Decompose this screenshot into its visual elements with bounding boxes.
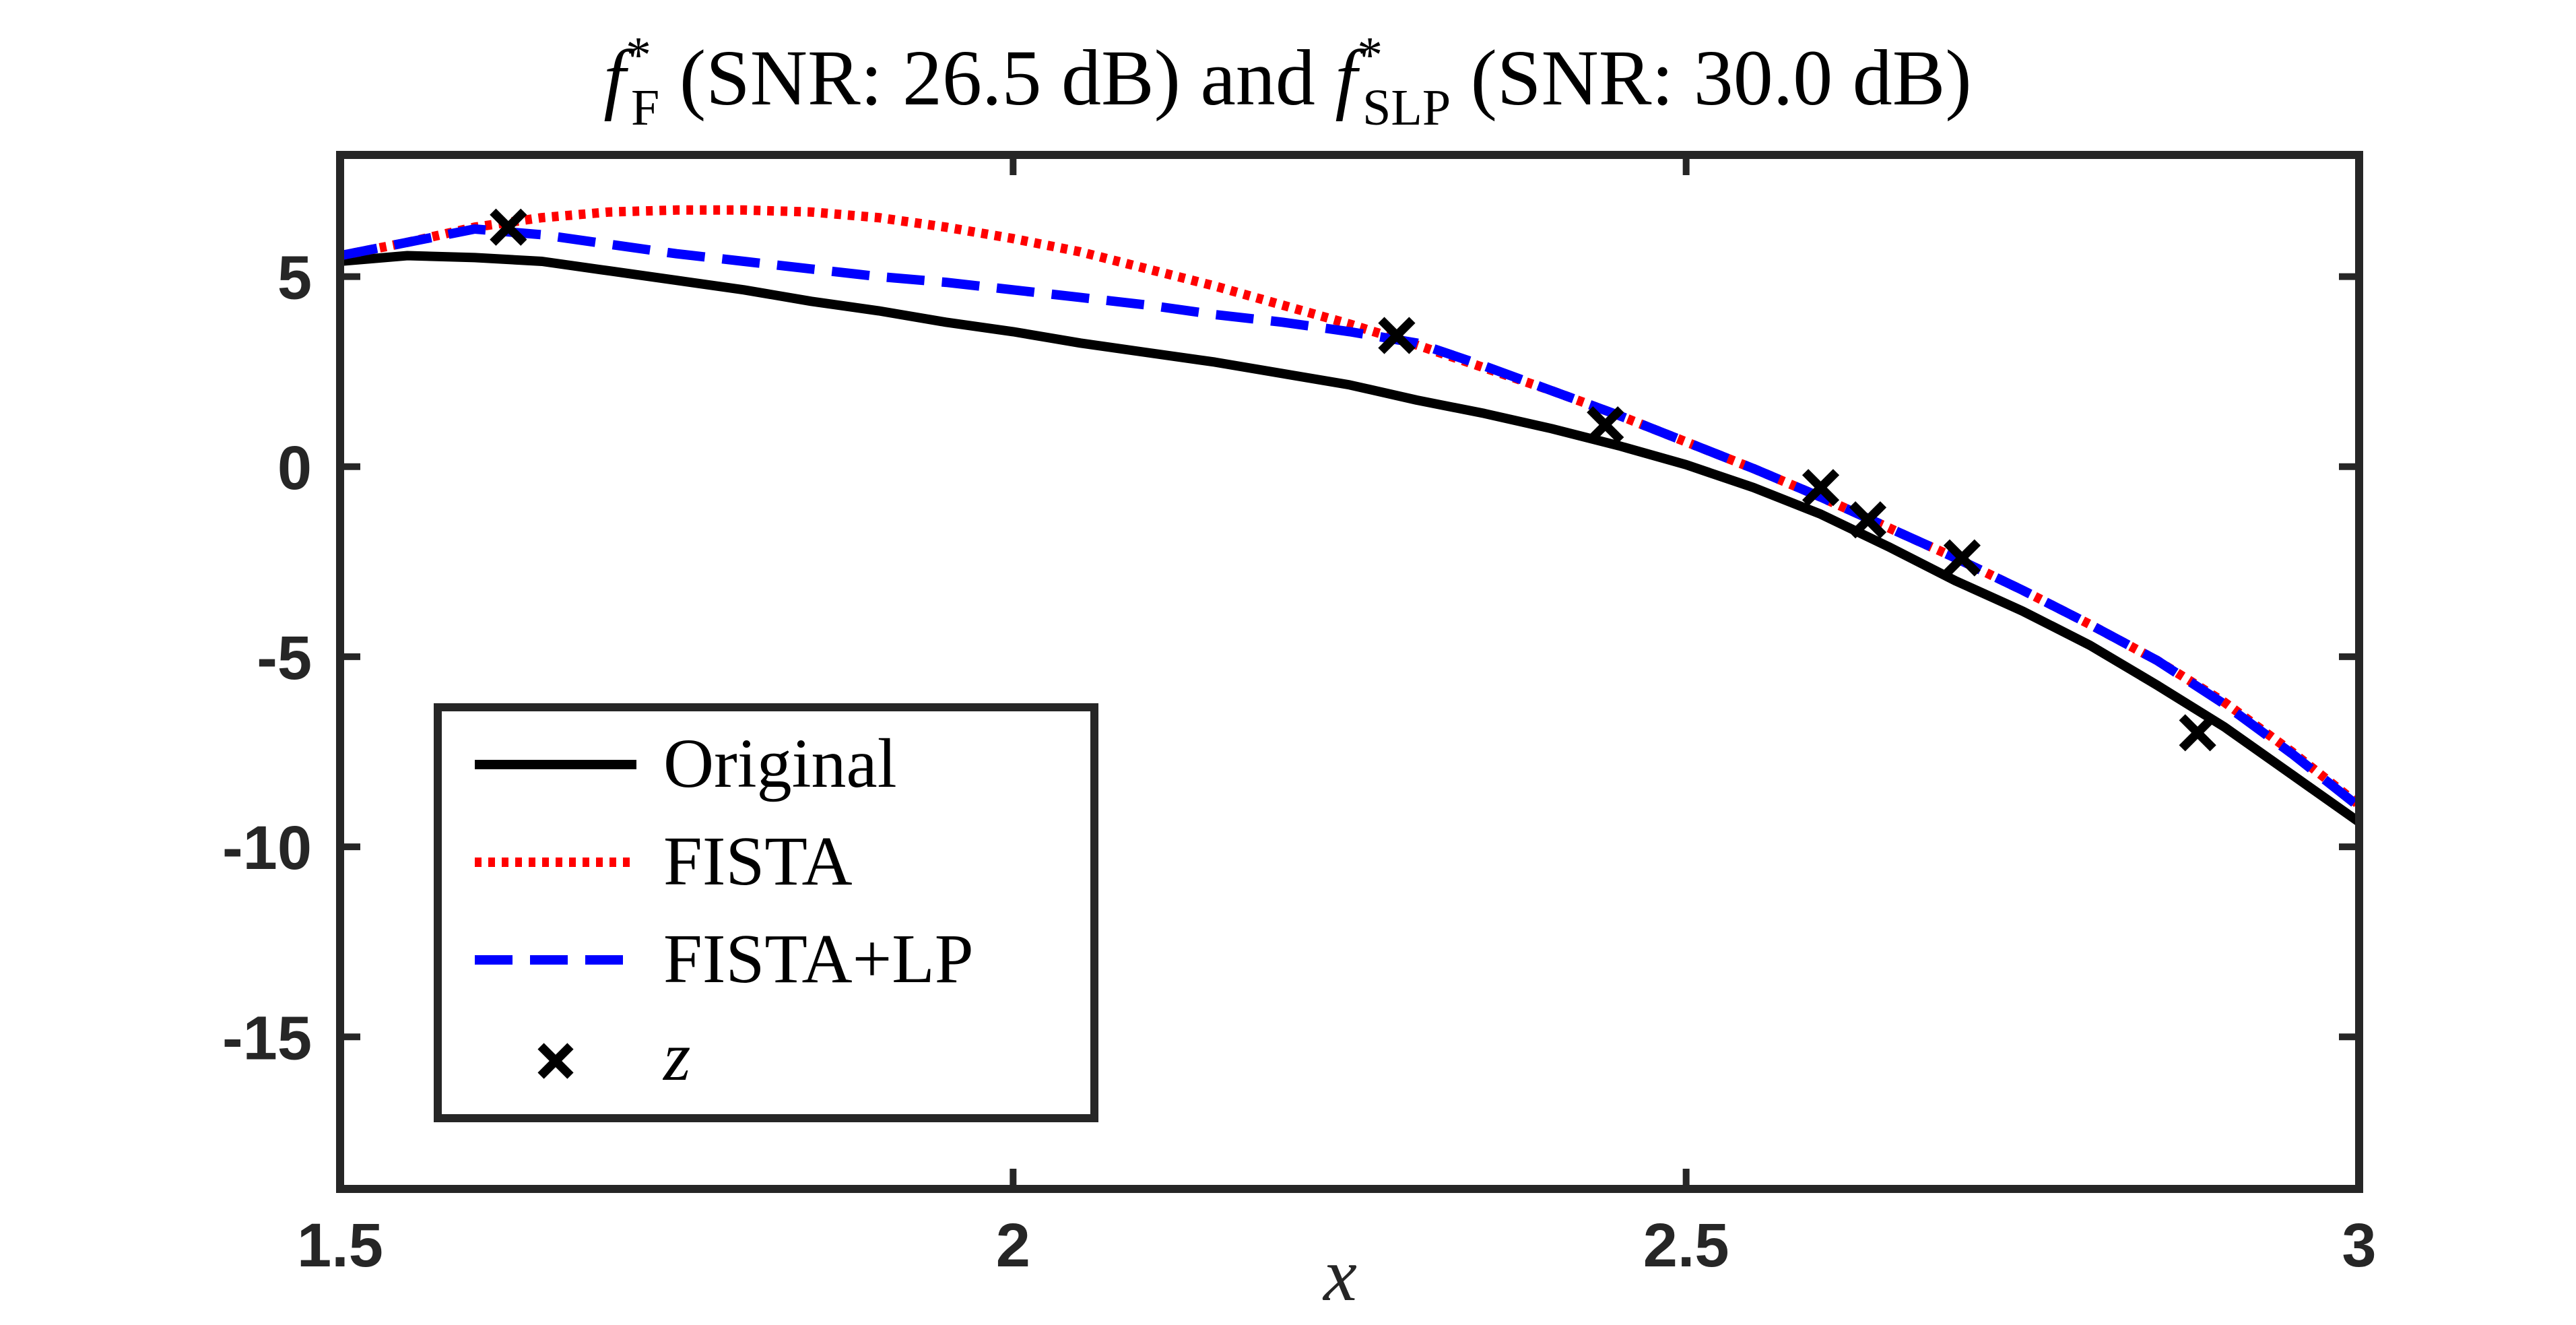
marker-z	[1378, 317, 1416, 354]
y-tick-label: -15	[222, 1004, 312, 1072]
x-tick-label: 2.5	[1643, 1211, 1729, 1280]
series-line-original	[340, 251, 2359, 827]
x-tick-label: 3	[2342, 1211, 2376, 1280]
marker-layer	[490, 208, 2216, 752]
y-tick-label: -5	[257, 624, 312, 692]
title-f2-sup: *	[1357, 27, 1383, 84]
title-f1-sub: F	[631, 79, 659, 136]
y-tick-label: 5	[277, 244, 312, 313]
plot-frame	[336, 151, 2363, 1193]
title-f1-sup: *	[626, 27, 651, 84]
legend-swatch-z	[537, 1043, 574, 1079]
y-tick-label: 0	[277, 434, 312, 503]
legend-label-z: z	[662, 1018, 690, 1095]
marker-z	[1943, 539, 1981, 577]
x-tick-label: 2	[996, 1211, 1030, 1280]
series-line-fista	[340, 205, 2359, 809]
legend-label-original: Original	[663, 725, 897, 802]
legend: Original FISTA FISTA+LP z	[434, 703, 1098, 1122]
x-axis-label: x	[1322, 1233, 1357, 1317]
chart-title: f* F (SNR: 26.5 dB) and f* SLP (SNR: 30.0 …	[603, 27, 1971, 136]
marker-z	[2179, 714, 2216, 752]
y-tick-label: -10	[222, 814, 312, 882]
series-layer	[340, 205, 2359, 827]
marker-z	[1849, 501, 1887, 539]
legend-label-fista: FISTA	[663, 822, 853, 900]
marker-z	[1587, 406, 1624, 444]
x-tick-label: 1.5	[297, 1211, 383, 1280]
legend-label-fista-lp: FISTA+LP	[663, 920, 974, 998]
title-f2-sub: SLP	[1362, 79, 1451, 136]
title-part1: (SNR: 26.5 dB) and	[659, 34, 1335, 122]
marker-z	[1802, 469, 1840, 507]
marker-z	[490, 208, 527, 246]
series-line-fista-lp	[340, 224, 2359, 811]
title-part2: (SNR: 30.0 dB)	[1451, 34, 1972, 122]
